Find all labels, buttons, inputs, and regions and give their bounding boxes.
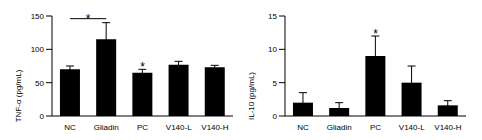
svg-text:15: 15 xyxy=(268,12,277,21)
svg-text:0: 0 xyxy=(273,112,278,121)
svg-text:*: * xyxy=(373,27,378,41)
svg-text:50: 50 xyxy=(35,79,44,88)
svg-text:IL-10 (pg/mL): IL-10 (pg/mL) xyxy=(247,72,256,120)
svg-text:PC: PC xyxy=(370,123,381,132)
svg-text:100: 100 xyxy=(31,45,45,54)
svg-text:5: 5 xyxy=(273,79,278,88)
svg-text:V140-L: V140-L xyxy=(399,123,425,132)
svg-text:10: 10 xyxy=(268,45,277,54)
svg-text:V140-L: V140-L xyxy=(166,123,192,132)
svg-text:PC: PC xyxy=(137,123,148,132)
svg-text:V140-H: V140-H xyxy=(434,123,461,132)
svg-text:*: * xyxy=(86,12,91,26)
svg-text:Gliadin: Gliadin xyxy=(94,123,119,132)
svg-text:NC: NC xyxy=(297,123,309,132)
svg-text:NC: NC xyxy=(64,123,76,132)
svg-text:TNF-α (pg/mL): TNF-α (pg/mL) xyxy=(14,69,23,122)
svg-text:V140-H: V140-H xyxy=(201,123,228,132)
svg-text:*: * xyxy=(140,60,145,74)
svg-text:150: 150 xyxy=(31,12,45,21)
svg-text:Gliadin: Gliadin xyxy=(327,123,352,132)
svg-text:0: 0 xyxy=(40,112,45,121)
